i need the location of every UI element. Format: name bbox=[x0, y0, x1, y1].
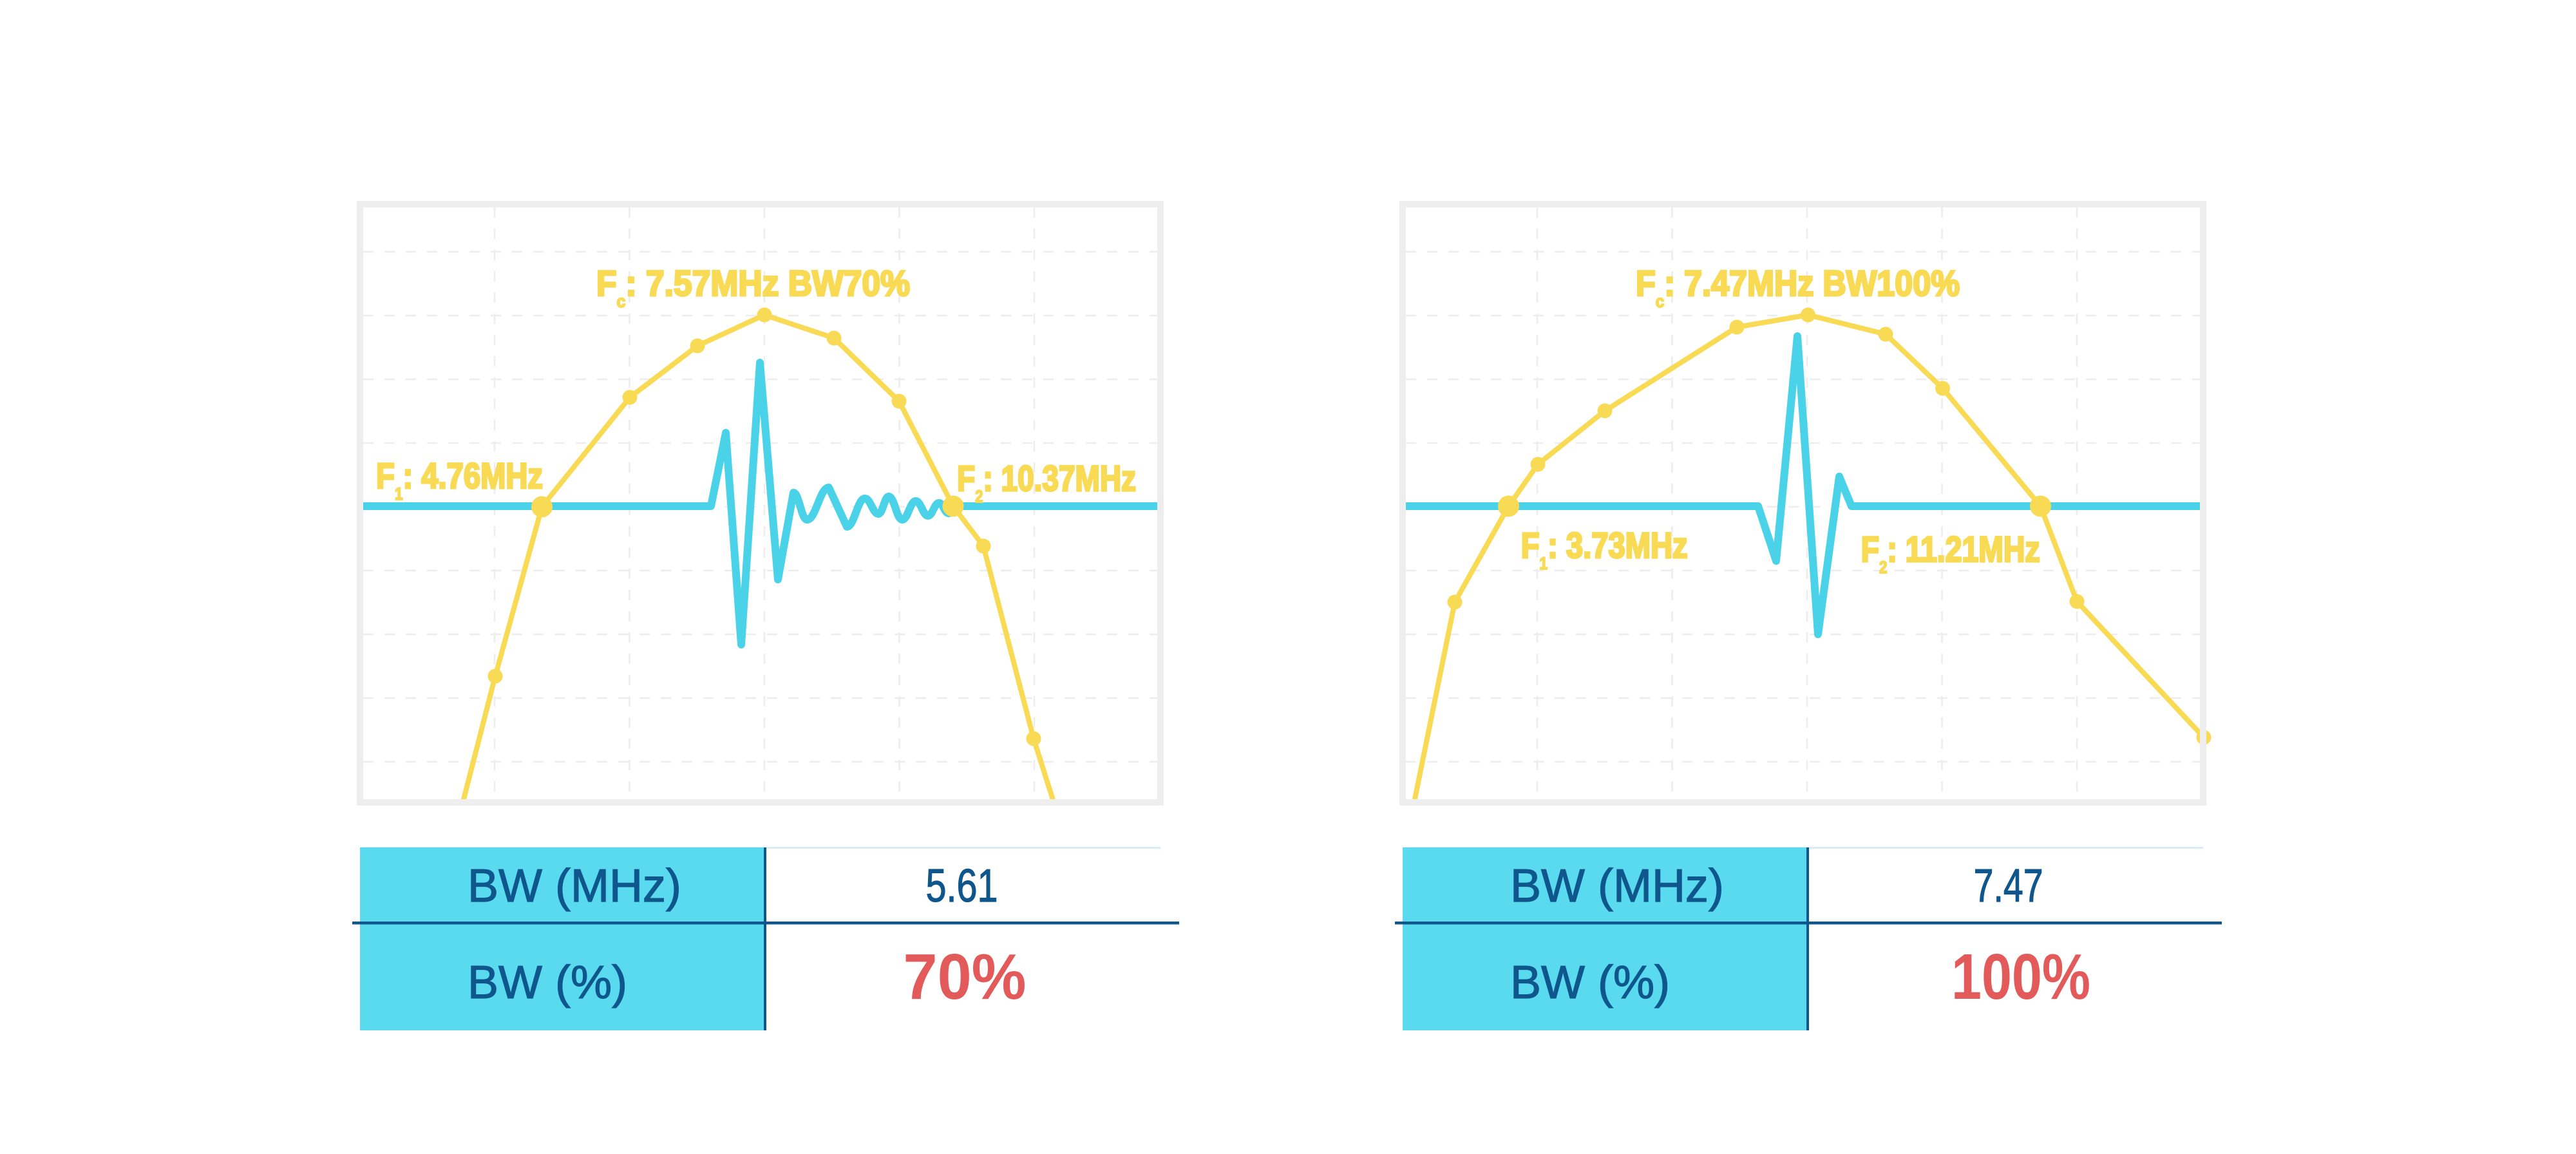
svg-text:F1: 3.73MHz: F1: 3.73MHz bbox=[1521, 525, 1688, 573]
svg-text:70%: 70% bbox=[904, 941, 1027, 1013]
svg-text:BW (%): BW (%) bbox=[468, 957, 627, 1008]
svg-text:BW (MHz): BW (MHz) bbox=[1510, 860, 1724, 912]
svg-text:BW (MHz): BW (MHz) bbox=[468, 860, 681, 912]
svg-text:100%: 100% bbox=[1951, 941, 2090, 1013]
svg-text:Fc: 7.57MHz BW70%: Fc: 7.57MHz BW70% bbox=[596, 263, 910, 311]
svg-text:BW (%): BW (%) bbox=[1510, 957, 1670, 1008]
svg-text:7.47: 7.47 bbox=[1974, 860, 2043, 912]
svg-text:5.61: 5.61 bbox=[926, 860, 998, 912]
svg-text:F2: 10.37MHz: F2: 10.37MHz bbox=[957, 458, 1136, 506]
